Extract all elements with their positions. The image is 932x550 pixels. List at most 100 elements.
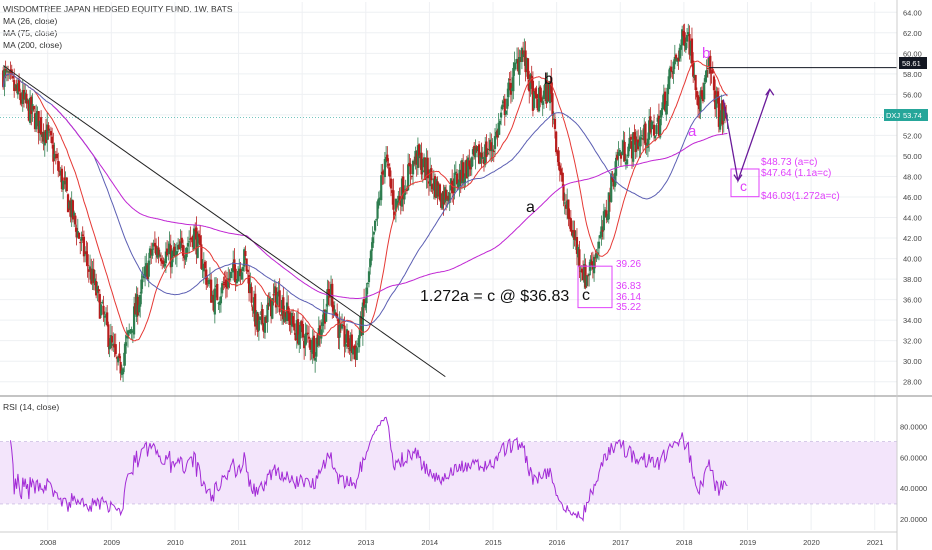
candle-body: [421, 170, 424, 173]
candle-body: [147, 260, 150, 277]
candle-body: [71, 200, 75, 220]
rsi-tick-label: 20.0000: [900, 515, 927, 524]
candle-body: [334, 312, 338, 316]
candle-body: [640, 135, 643, 137]
fib-new-level-1: $48.73 (a=c): [761, 157, 817, 168]
candle-body: [143, 266, 147, 279]
trendline: [2, 65, 446, 378]
candle-body: [283, 313, 286, 322]
candle-body: [540, 97, 543, 103]
candle-body: [343, 325, 346, 347]
rsi-tick-label: 60.0000: [900, 453, 927, 462]
candle-body: [175, 251, 179, 256]
candle-body: [535, 93, 538, 99]
rsi-tick-label: 80.0000: [900, 422, 927, 431]
wave-a-new-label: a: [688, 123, 697, 140]
candle-body: [123, 352, 126, 366]
candle-body: [397, 195, 400, 206]
candle-body: [348, 348, 351, 350]
candle-body: [585, 275, 588, 286]
candle-body: [156, 248, 159, 258]
candle-body: [369, 258, 372, 268]
candle-body: [371, 237, 374, 248]
candle-body: [512, 67, 515, 92]
candle-body: [311, 337, 314, 354]
candle-body: [665, 104, 668, 115]
candle-body: [217, 302, 220, 304]
candle-body: [408, 162, 411, 167]
candle-body: [678, 47, 681, 59]
candle-body: [254, 293, 257, 327]
candle-body: [68, 202, 71, 209]
candle-body: [19, 93, 22, 101]
candle-body: [306, 332, 309, 335]
candle-body: [462, 162, 465, 182]
candle-body: [316, 334, 319, 344]
candle-body: [31, 104, 34, 111]
candle-body: [88, 266, 92, 270]
candle-body: [157, 247, 160, 256]
candle-body: [533, 91, 536, 109]
candle-body: [420, 152, 423, 175]
time-tick-label: 2019: [740, 538, 757, 547]
candle-body: [599, 235, 602, 239]
candle-body: [570, 229, 574, 236]
candle-body: [140, 279, 143, 294]
candle-body: [677, 57, 680, 61]
candle-body: [504, 110, 508, 115]
candle-body: [648, 120, 651, 140]
last-price-badge: [900, 109, 928, 121]
candle-body: [581, 270, 585, 281]
candle-body: [47, 125, 50, 131]
candle-body: [662, 93, 665, 106]
candle-body: [340, 324, 344, 329]
candle-body: [221, 283, 224, 294]
candle-body: [544, 83, 547, 92]
candle-body: [607, 192, 610, 220]
candle-body: [526, 58, 530, 79]
candle-body: [492, 150, 495, 152]
candle-body: [142, 275, 145, 279]
candle-body: [555, 131, 558, 153]
candle-body: [307, 336, 311, 339]
candle-body: [125, 335, 128, 339]
candle-body: [98, 294, 101, 319]
candle-body: [601, 229, 604, 232]
candle-body: [200, 244, 203, 269]
candle-body: [502, 101, 505, 104]
candle-body: [676, 58, 679, 62]
candle-body: [699, 90, 702, 112]
candle-body: [469, 164, 472, 170]
candle-body: [77, 232, 81, 239]
candle-body: [21, 90, 24, 105]
candle-body: [711, 69, 714, 74]
wave-a-old-label: a: [526, 199, 535, 216]
wave-c-new-label: c: [740, 178, 747, 194]
candle-body: [592, 256, 596, 274]
candle-body: [441, 193, 444, 209]
price-tick-label: 50.00: [903, 152, 922, 161]
candle-body: [660, 110, 663, 118]
candle-body: [225, 283, 229, 289]
candle-body: [325, 309, 328, 322]
candle-body: [274, 287, 278, 308]
candle-body: [661, 102, 664, 110]
candle-body: [365, 287, 368, 304]
candle-body: [155, 245, 158, 255]
candle-body: [564, 204, 568, 209]
candle-body: [514, 62, 517, 64]
candle-body: [495, 131, 498, 138]
time-tick-label: 2011: [231, 538, 247, 547]
candle-body: [493, 136, 497, 149]
candle-body: [86, 254, 89, 266]
candle-body: [477, 144, 481, 164]
candle-body: [161, 260, 164, 264]
candle-body: [151, 248, 154, 256]
candle-body: [130, 329, 133, 332]
candle-body: [243, 249, 246, 267]
candle-body: [210, 279, 213, 303]
candle-body: [480, 152, 483, 158]
fib-target-text: 1.272a = c @ $36.83: [420, 288, 569, 305]
candle-body: [410, 175, 413, 177]
